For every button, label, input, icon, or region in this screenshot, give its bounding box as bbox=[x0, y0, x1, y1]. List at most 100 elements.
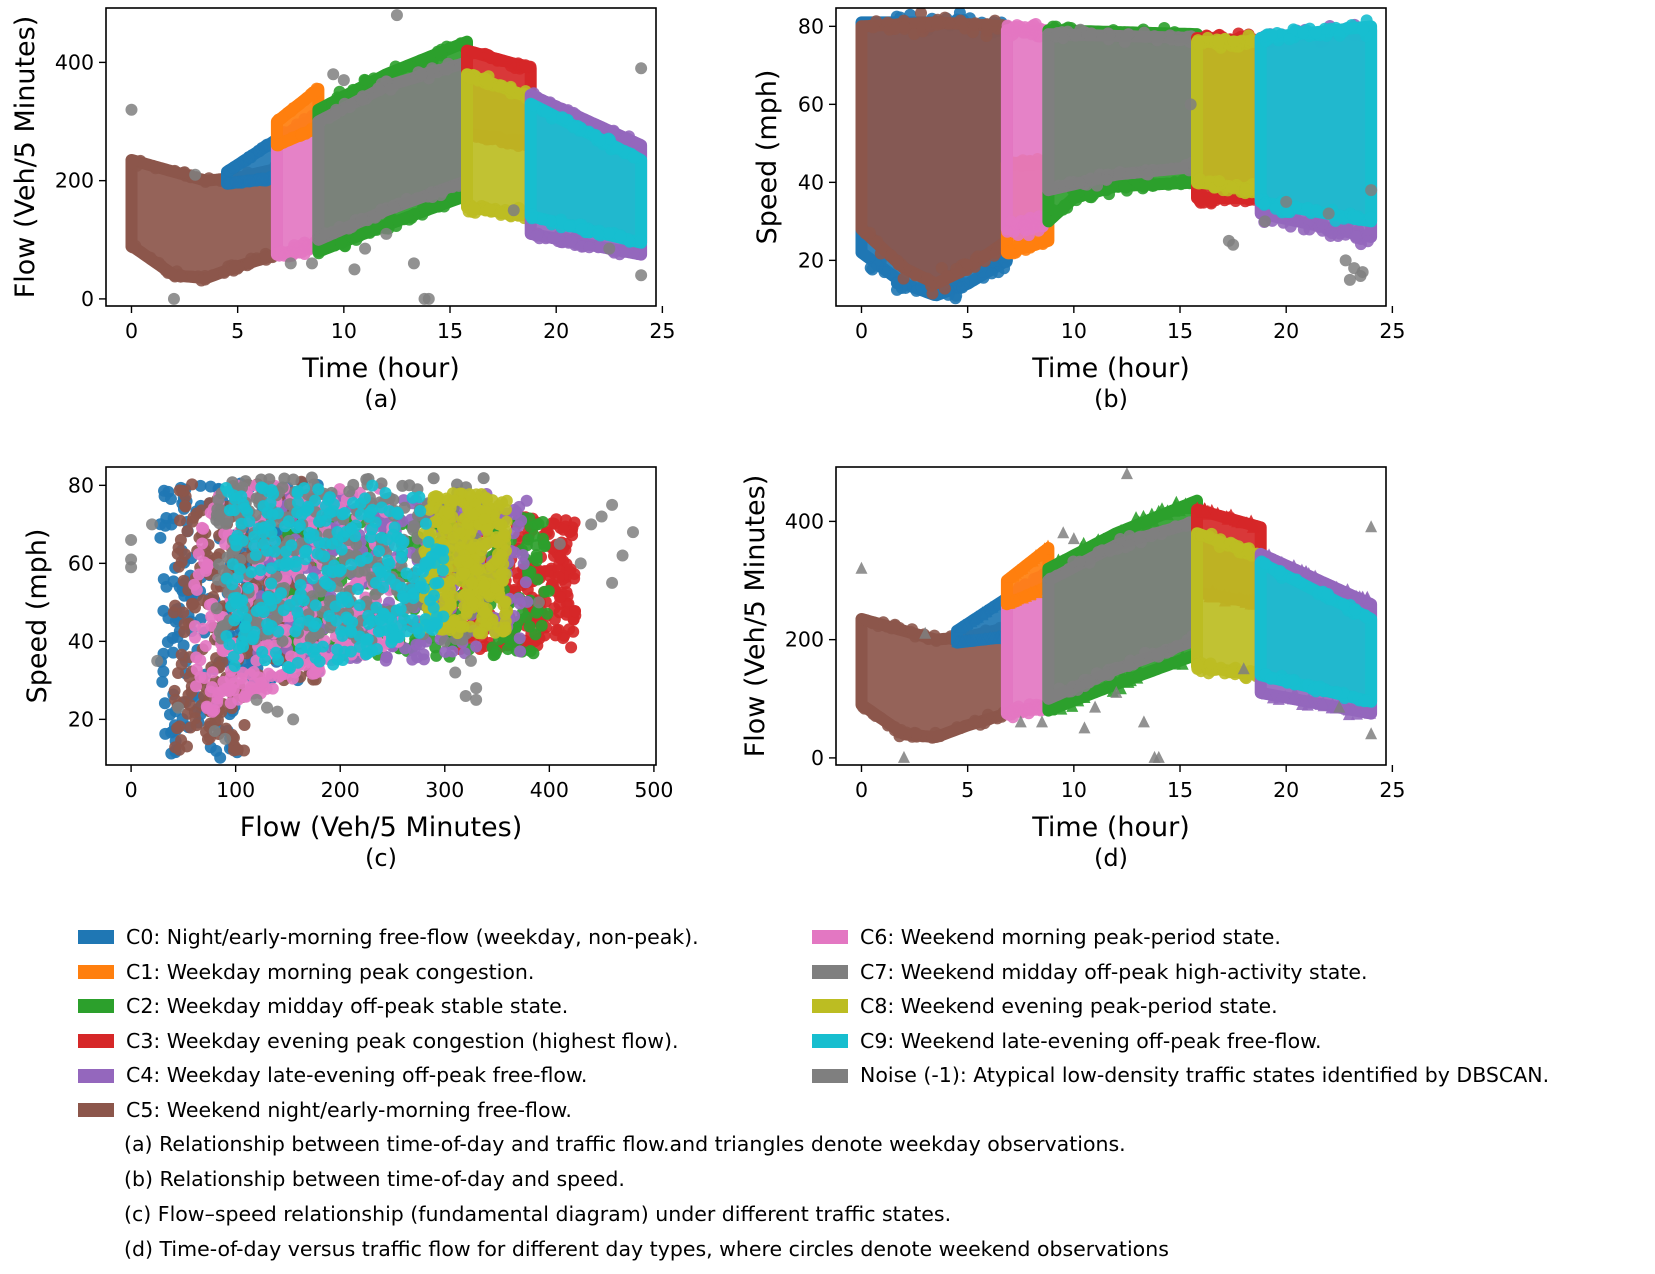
data-point bbox=[897, 272, 910, 285]
data-point bbox=[275, 587, 288, 600]
data-point bbox=[183, 671, 196, 684]
data-point bbox=[988, 14, 1001, 27]
data-point bbox=[269, 646, 282, 659]
data-point bbox=[177, 606, 190, 619]
data-point bbox=[433, 531, 446, 544]
data-point bbox=[931, 18, 944, 31]
data-point bbox=[614, 230, 627, 243]
data-point bbox=[228, 504, 241, 517]
data-point bbox=[309, 599, 322, 612]
data-point bbox=[343, 485, 356, 498]
series-C9 bbox=[524, 97, 648, 249]
data-point bbox=[154, 531, 167, 544]
data-point bbox=[557, 523, 570, 536]
data-point bbox=[567, 121, 580, 134]
data-point bbox=[520, 494, 533, 507]
data-point bbox=[967, 633, 980, 646]
noise-point bbox=[327, 68, 340, 81]
data-point bbox=[414, 638, 427, 651]
data-point bbox=[480, 523, 493, 536]
data-point bbox=[627, 246, 640, 259]
data-point bbox=[589, 129, 602, 142]
data-point bbox=[555, 213, 568, 226]
data-point bbox=[568, 516, 581, 529]
data-point bbox=[289, 625, 302, 638]
data-point bbox=[1109, 662, 1122, 675]
data-point bbox=[914, 8, 927, 20]
x-tick-label: 10 bbox=[1061, 319, 1087, 343]
data-point bbox=[499, 624, 512, 637]
data-point bbox=[265, 669, 278, 682]
noise-point bbox=[606, 498, 619, 511]
data-point bbox=[519, 59, 532, 72]
data-point bbox=[411, 192, 424, 205]
data-point bbox=[291, 506, 304, 519]
data-point bbox=[1193, 172, 1206, 185]
data-point bbox=[335, 625, 348, 638]
data-point bbox=[1073, 176, 1086, 189]
noise-point bbox=[470, 693, 483, 706]
data-point bbox=[380, 651, 393, 664]
noise-point bbox=[1339, 254, 1352, 267]
data-point bbox=[238, 621, 251, 634]
data-point bbox=[285, 105, 298, 118]
noise-point bbox=[172, 701, 185, 714]
data-point bbox=[1090, 535, 1103, 548]
data-point bbox=[289, 247, 302, 260]
data-point bbox=[275, 112, 288, 125]
data-point bbox=[1265, 28, 1278, 41]
data-point bbox=[344, 645, 357, 658]
data-point bbox=[424, 594, 437, 607]
data-point bbox=[940, 269, 953, 282]
data-point bbox=[1131, 671, 1144, 684]
noise-point bbox=[261, 701, 274, 714]
noise-point bbox=[380, 227, 393, 240]
noise-point bbox=[1227, 238, 1240, 251]
noise-point bbox=[438, 635, 451, 648]
data-point bbox=[556, 111, 569, 124]
plot-area bbox=[855, 8, 1378, 305]
data-point bbox=[956, 635, 969, 648]
data-point bbox=[278, 472, 291, 485]
noise-point bbox=[1365, 184, 1378, 197]
data-point bbox=[335, 591, 348, 604]
data-point bbox=[335, 236, 348, 249]
data-point bbox=[189, 631, 202, 644]
data-point bbox=[503, 82, 516, 95]
data-point bbox=[527, 99, 540, 112]
data-point bbox=[444, 599, 457, 612]
data-point bbox=[871, 235, 884, 248]
data-point bbox=[1258, 198, 1271, 211]
data-point bbox=[1099, 681, 1112, 694]
data-point bbox=[543, 570, 556, 583]
data-point bbox=[527, 647, 540, 660]
data-point bbox=[210, 602, 223, 615]
series-C8 bbox=[461, 68, 537, 225]
data-point bbox=[398, 592, 411, 605]
series-band-C9 bbox=[1254, 20, 1378, 228]
data-point bbox=[204, 685, 217, 698]
data-point bbox=[980, 29, 993, 42]
data-point bbox=[565, 641, 578, 654]
data-point bbox=[436, 564, 449, 577]
data-point bbox=[375, 501, 388, 514]
data-point bbox=[220, 482, 233, 495]
data-point bbox=[237, 498, 250, 511]
data-point bbox=[1039, 232, 1052, 245]
data-point bbox=[1220, 510, 1233, 523]
data-point bbox=[169, 599, 182, 612]
data-point bbox=[1069, 188, 1082, 201]
data-point bbox=[1139, 646, 1152, 659]
data-point bbox=[415, 68, 428, 81]
plot-area bbox=[125, 9, 648, 305]
data-point bbox=[199, 175, 212, 188]
data-point bbox=[889, 23, 902, 36]
data-point bbox=[330, 614, 343, 627]
data-point bbox=[313, 117, 326, 130]
data-point bbox=[520, 611, 533, 624]
data-point bbox=[285, 539, 298, 552]
noise-point bbox=[1322, 207, 1335, 220]
y-axis-label: Speed (mph) bbox=[22, 529, 53, 704]
data-point bbox=[1072, 694, 1085, 707]
data-point bbox=[257, 526, 270, 539]
